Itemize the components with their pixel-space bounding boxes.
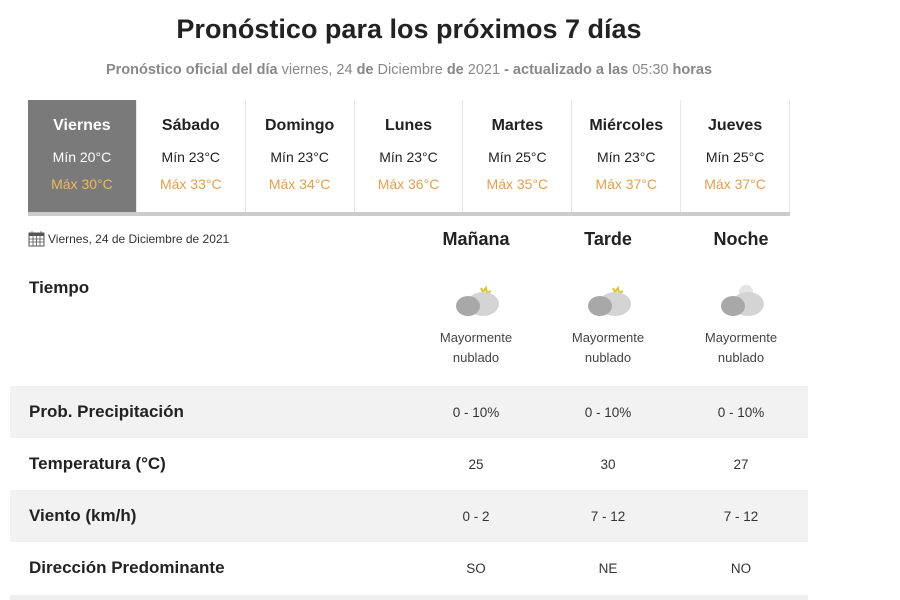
tab-day-0[interactable]: Viernes Mín 20°C Máx 30°C [28,100,137,212]
weather-desc: Mayormente [704,330,778,345]
day-tabs: Viernes Mín 20°C Máx 30°C Sábado Mín 23°C Má… [28,100,791,216]
day-max: Máx 30°C [51,176,113,192]
sub-label: Pronóstico oficial del día [105,62,278,78]
row-temperature: Temperatura (°C) 25 30 27 [10,438,808,490]
tiempo-label: Tiempo [29,278,90,297]
weather-night: Mayormente nublado [676,282,806,368]
row-wind: Viento (km/h) 0 - 2 7 - 12 7 - 12 [10,490,808,542]
weather-morning: Mayormente nublado [411,282,541,368]
tab-day-4[interactable]: Martes Mín 25°C Máx 35°C [463,100,573,212]
row-label: Viento (km/h) [29,506,137,525]
row-value: 0 - 10% [452,404,500,420]
tab-day-2[interactable]: Domingo Mín 23°C Máx 34°C [246,100,355,212]
row-precipitation: Prob. Precipitación 0 - 10% 0 - 10% 0 - 10% [10,386,808,438]
row-value: NO [730,560,752,576]
day-max: Máx 36°C [377,176,440,192]
detail-date: Viernes, 24 de Diciembre de 2021 [28,230,229,247]
row-value: 30 [600,456,616,472]
tab-day-1[interactable]: Sábado Mín 23°C Máx 33°C [137,100,246,212]
day-max: Máx 34°C [268,176,331,192]
weather-desc: nublado [717,350,765,365]
day-name: Jueves [707,117,763,134]
row-value: NE [598,560,618,576]
sub-de: de [356,62,374,78]
page-title: Pronóstico para los próximos 7 días [176,14,642,44]
day-min: Mín 25°C [705,149,765,165]
date-text: Viernes, 24 de Diciembre de 2021 [48,231,230,246]
weather-afternoon: Mayormente nublado [543,282,673,368]
subtitle: Pronóstico oficial del día viernes, 24 d… [0,62,818,78]
period-night: Noche [713,229,769,249]
row-value: 7 - 12 [590,508,626,524]
cloud-sun-icon [588,285,631,316]
calendar-icon [28,231,45,247]
day-max: Máx 33°C [159,176,222,192]
day-name: Martes [491,117,544,134]
row-direction: Dirección Predominante SO NE NO [10,542,808,594]
day-min: Mín 20°C [52,149,112,165]
day-min: Mín 23°C [270,149,329,165]
row-value: 0 - 10% [717,404,765,420]
sub-month: Diciembre [373,62,447,78]
row-label: Temperatura (°C) [29,454,166,473]
day-name: Viernes [53,117,111,134]
weather-desc: nublado [452,350,500,365]
tab-day-6[interactable]: Jueves Mín 25°C Máx 37°C [681,100,791,212]
weather-desc: Mayormente [439,330,513,345]
row-value: 27 [733,456,749,472]
day-min: Mín 23°C [379,149,438,165]
period-afternoon: Tarde [584,229,632,249]
day-min: Mín 23°C [161,149,221,165]
weather-desc: Mayormente [571,330,645,345]
day-min: Mín 25°C [488,149,547,165]
row-label: Dirección Predominante [29,558,225,577]
row-value: SO [466,560,486,576]
row-label: Prob. Precipitación [29,402,184,421]
sub-hours: horas [672,62,713,78]
tab-day-5[interactable]: Miércoles Mín 23°C Máx 37°C [572,100,682,212]
cloud-sun-icon [456,285,499,316]
period-morning: Mañana [442,229,510,249]
row-value: 0 - 2 [462,508,490,524]
sub-year: 2021 [463,62,505,78]
day-name: Sábado [161,117,220,134]
day-name: Miércoles [589,117,664,134]
day-max: Máx 37°C [595,176,658,192]
sub-updated: - actualizado a las [504,62,629,78]
day-max: Máx 35°C [486,176,549,192]
day-max: Máx 37°C [704,176,766,192]
table-bottom-border [10,595,808,600]
sub-date: viernes, 24 [277,62,357,78]
row-value: 0 - 10% [584,404,632,420]
tab-day-3[interactable]: Lunes Mín 23°C Máx 36°C [355,100,464,212]
day-name: Domingo [264,117,335,134]
cloud-moon-icon [721,285,764,316]
day-min: Mín 23°C [596,149,656,165]
row-value: 7 - 12 [723,508,759,524]
weather-desc: nublado [584,350,632,365]
day-name: Lunes [384,117,433,134]
sub-de2: de [446,62,464,78]
row-value: 25 [468,456,484,472]
sub-time: 05:30 [628,62,673,78]
